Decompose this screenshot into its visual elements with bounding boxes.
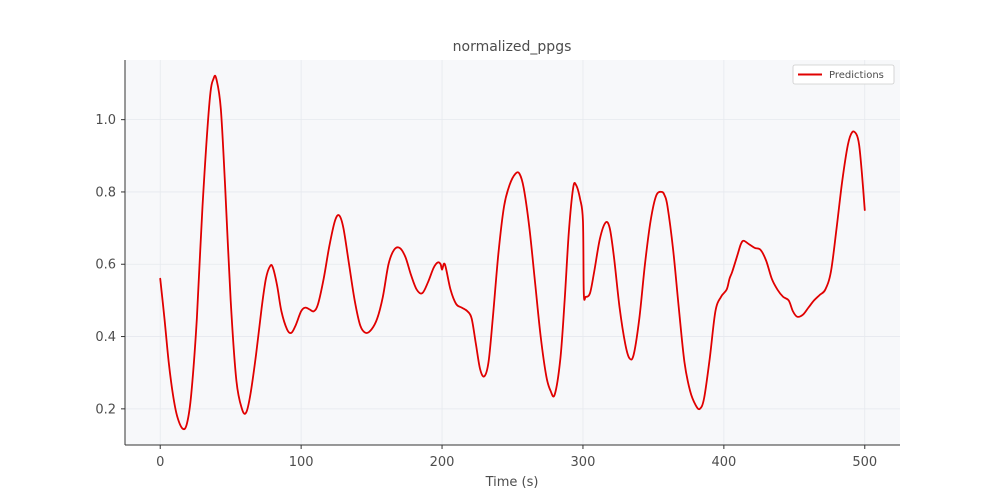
legend-box xyxy=(792,64,895,85)
y-tick-label: 0.4 xyxy=(95,330,116,345)
y-ticks: 0.2 0.4 0.6 0.8 1.0 xyxy=(95,113,125,417)
chart-title: normalized_ppgs xyxy=(453,39,572,55)
legend-label: Predictions xyxy=(829,70,884,81)
x-tick-label: 200 xyxy=(430,455,455,470)
x-tick-label: 100 xyxy=(289,455,314,470)
series-line-predictions xyxy=(159,74,866,431)
y-tick-label: 1.0 xyxy=(95,113,116,128)
y-tick-label: 0.2 xyxy=(95,402,116,417)
legend: Predictions xyxy=(792,64,895,85)
y-tick-label: 0.8 xyxy=(95,185,116,200)
y-tick-label: 0.6 xyxy=(95,258,116,273)
grid xyxy=(125,60,900,445)
x-axis-label: Time (s) xyxy=(485,475,539,490)
plot-area xyxy=(125,60,900,445)
x-tick-label: 300 xyxy=(571,455,596,470)
series-group xyxy=(159,74,866,431)
x-ticks: 0 100 200 300 400 500 xyxy=(156,445,877,470)
x-tick-label: 500 xyxy=(852,455,877,470)
x-tick-label: 0 xyxy=(156,455,164,470)
x-tick-label: 400 xyxy=(711,455,736,470)
